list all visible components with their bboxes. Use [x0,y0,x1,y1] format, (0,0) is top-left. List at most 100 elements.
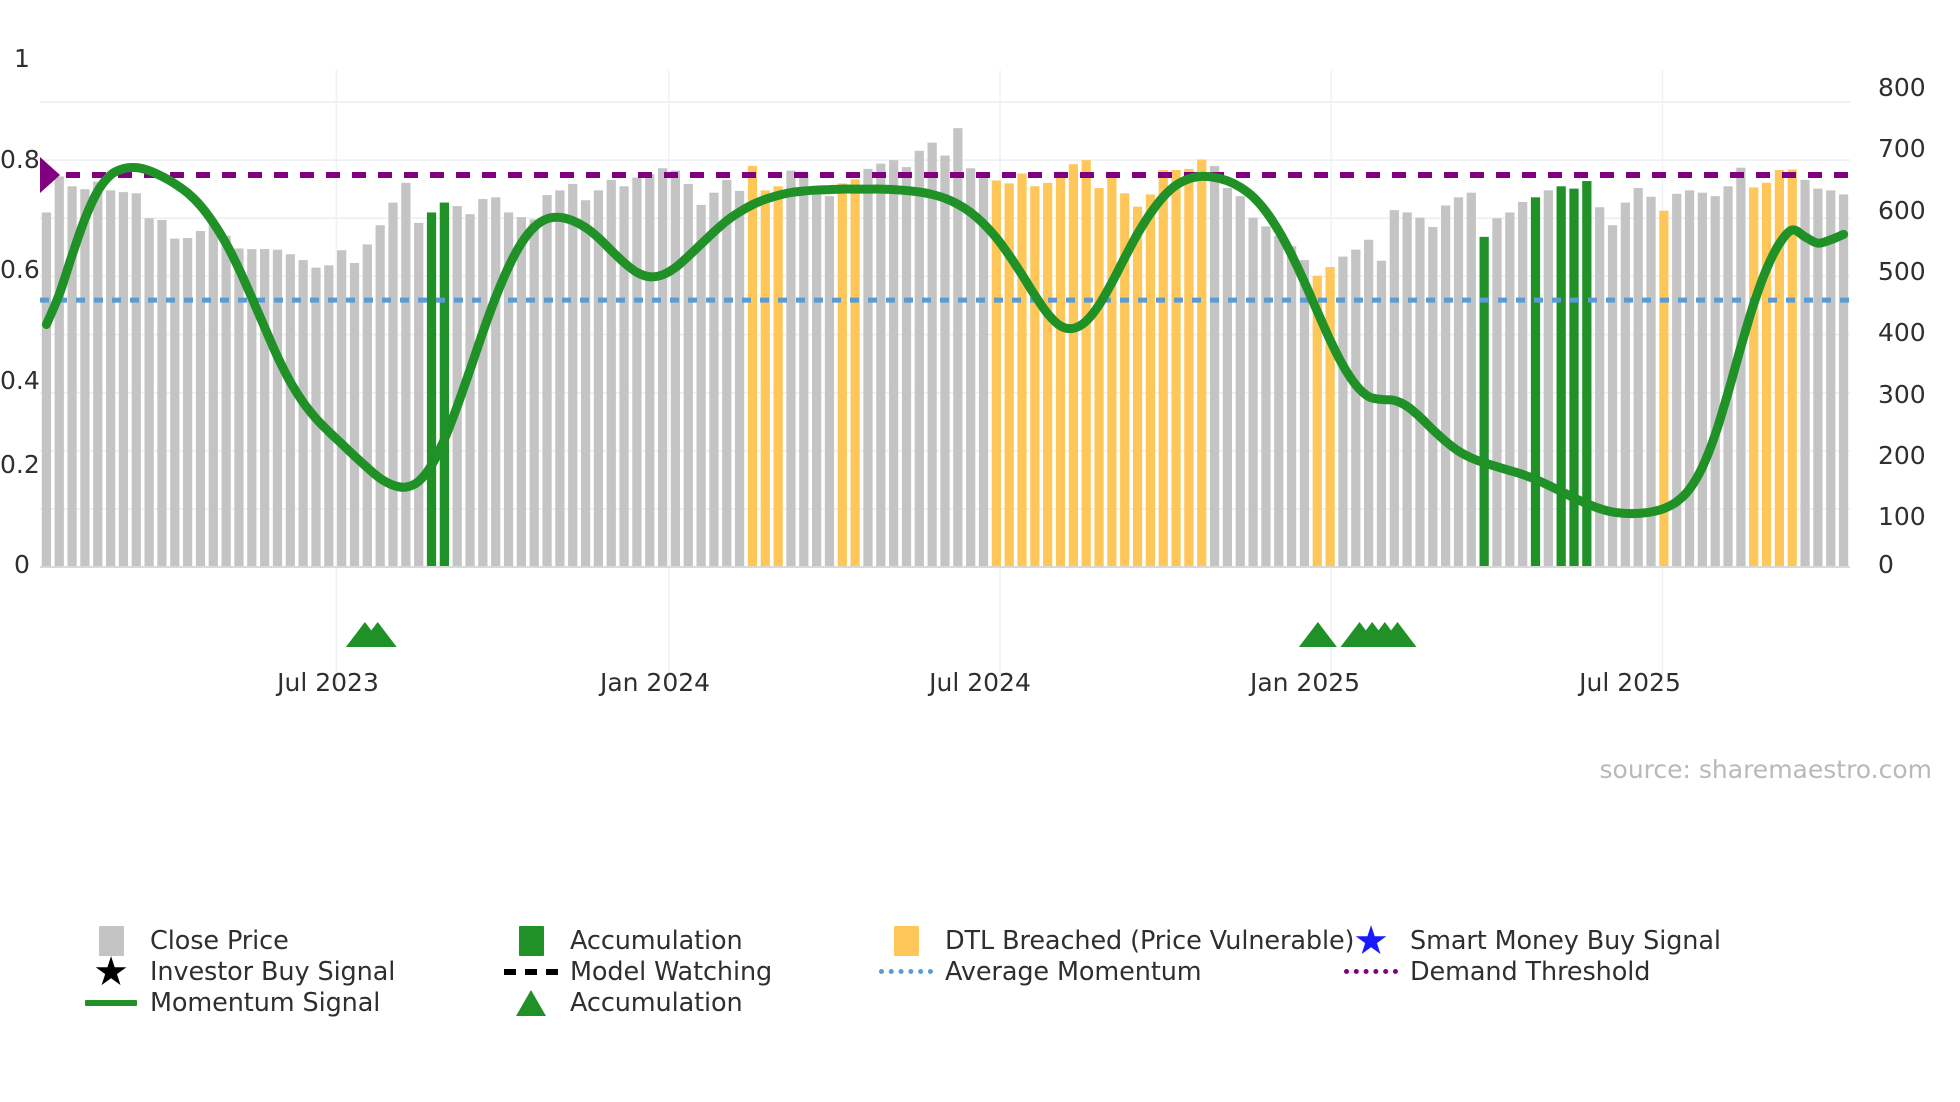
accumulation-bar [1582,181,1592,568]
chart-canvas [40,70,1850,687]
legend-item-model-watching[interactable]: Model Watching [502,956,877,987]
legend-item-average-momentum[interactable]: Average Momentum [877,956,1342,987]
dtl-breached-bar [1749,187,1759,567]
y-axis-right-tick-500: 500 [1878,257,1926,286]
dtl-breached-bar [991,180,1001,567]
dtl-breached-bar [1094,188,1104,567]
y-axis-left-tick-0.6: 0.6 [0,255,40,284]
accumulation-bar [439,202,449,567]
accumulation-bar [1479,236,1489,567]
close-price-bar [1607,225,1618,568]
legend-item-demand-threshold[interactable]: Demand Threshold [1342,956,1802,987]
close-price-bar [234,248,244,567]
close-price-bar [337,250,347,567]
close-price-bar [1620,202,1630,567]
y-axis-left-tick-0.4: 0.4 [0,366,40,395]
dtl-breached-bar [1171,170,1181,567]
close-price-bar [1235,196,1245,567]
x-axis-tick-jul-2025: Jul 2025 [1579,668,1681,697]
accumulation-bar [1556,186,1566,567]
legend-label-investor-buy-signal: Investor Buy Signal [150,956,396,987]
dtl-breached-bar [1004,183,1014,568]
dtl-breached-bar [1017,173,1027,567]
close-price-bar [1633,188,1643,567]
y-axis-right-tick-200: 200 [1878,441,1926,470]
close-price-bar [953,128,963,567]
accumulation-triangle-icon [502,988,560,1018]
close-price-bar [529,219,539,567]
close-price-bar [1441,205,1451,567]
close-price-bar [157,219,167,568]
close-price-bar [93,181,103,567]
close-price-bar [298,260,308,567]
close-price-bar [1492,218,1502,567]
close-price-bar [889,160,899,568]
y-axis-left-tick-0.8: 0.8 [0,145,40,174]
dtl-breached-bar [1107,171,1117,567]
chart-legend: Close Price Accumulation DTL Breached (P… [82,921,1902,1018]
close-price-bar [491,197,501,567]
close-price-bar [503,212,514,567]
close-price-bar [195,231,206,568]
close-price-bar [349,263,360,567]
y-axis-left-tick-0: 0 [14,550,30,579]
dtl-breached-bar [1774,170,1785,567]
close-price-bar [362,244,372,567]
legend-item-investor-buy-signal[interactable]: ★ Investor Buy Signal [82,948,502,995]
accumulation-bar [1569,188,1579,568]
investor-star-icon: ★ [93,948,129,995]
legend-item-accumulation-triangle[interactable]: Accumulation [502,987,877,1018]
close-price-swatch [82,925,140,956]
close-price-bar [1813,188,1823,568]
close-price-bar [1466,192,1476,568]
close-price-bar [1800,179,1810,567]
close-price-bar [901,167,912,567]
close-price-bar [1826,190,1836,567]
dtl-breached-bar [747,165,758,567]
close-price-bar [375,225,385,568]
legend-item-dtl-breached[interactable]: DTL Breached (Price Vulnerable) [877,925,1355,956]
close-price-bar [260,249,270,567]
close-price-bar [1736,167,1746,567]
close-price-bar [593,190,604,567]
accumulation-triangle [1378,622,1417,647]
accumulation-bar [1530,197,1541,567]
legend-label-smart-money-buy-signal: Smart Money Buy Signal [1410,925,1721,956]
legend-item-accumulation-bar[interactable]: Accumulation [502,925,877,956]
legend-item-momentum-signal[interactable]: Momentum Signal [82,987,502,1018]
close-price-bar [1672,193,1682,567]
close-price-bar [670,170,681,567]
close-price-bar [272,249,283,567]
legend-label-model-watching: Model Watching [570,956,773,987]
close-price-bar [1248,217,1258,568]
y-axis-left-tick-0.2: 0.2 [0,450,40,479]
average-momentum-dot-swatch [877,957,935,987]
close-price-bar [183,238,193,567]
accumulation-triangle-markers [345,622,1417,647]
close-price-bar [388,202,398,567]
accumulation-bar-swatch [502,925,560,956]
close-price-bar [1222,188,1233,567]
x-axis-tick-jul-2023: Jul 2023 [277,668,379,697]
close-price-bar [1274,235,1284,567]
momentum-signal-line [41,163,1849,519]
y-axis-right-tick-100: 100 [1878,502,1926,531]
close-price-bar [414,222,424,567]
close-price-bar [568,183,578,567]
close-price-bar [1351,249,1361,567]
close-price-bar [41,212,52,567]
close-price-bar [80,189,90,567]
x-axis-tick-jan-2024: Jan 2024 [599,668,711,697]
close-price-bar [927,142,937,567]
legend-item-smart-money-buy-signal[interactable]: ★ Smart Money Buy Signal [1342,921,1802,961]
dtl-breached-bar [850,179,860,567]
dtl-breached-bar [837,183,847,568]
close-price-bar [221,235,231,567]
legend-label-accumulation-bar: Accumulation [570,925,743,956]
close-price-bar [619,186,629,567]
legend-item-close-price[interactable]: Close Price [82,925,502,956]
close-price-bar [966,168,976,567]
close-price-bars [41,128,1849,568]
close-price-bar [105,190,116,567]
